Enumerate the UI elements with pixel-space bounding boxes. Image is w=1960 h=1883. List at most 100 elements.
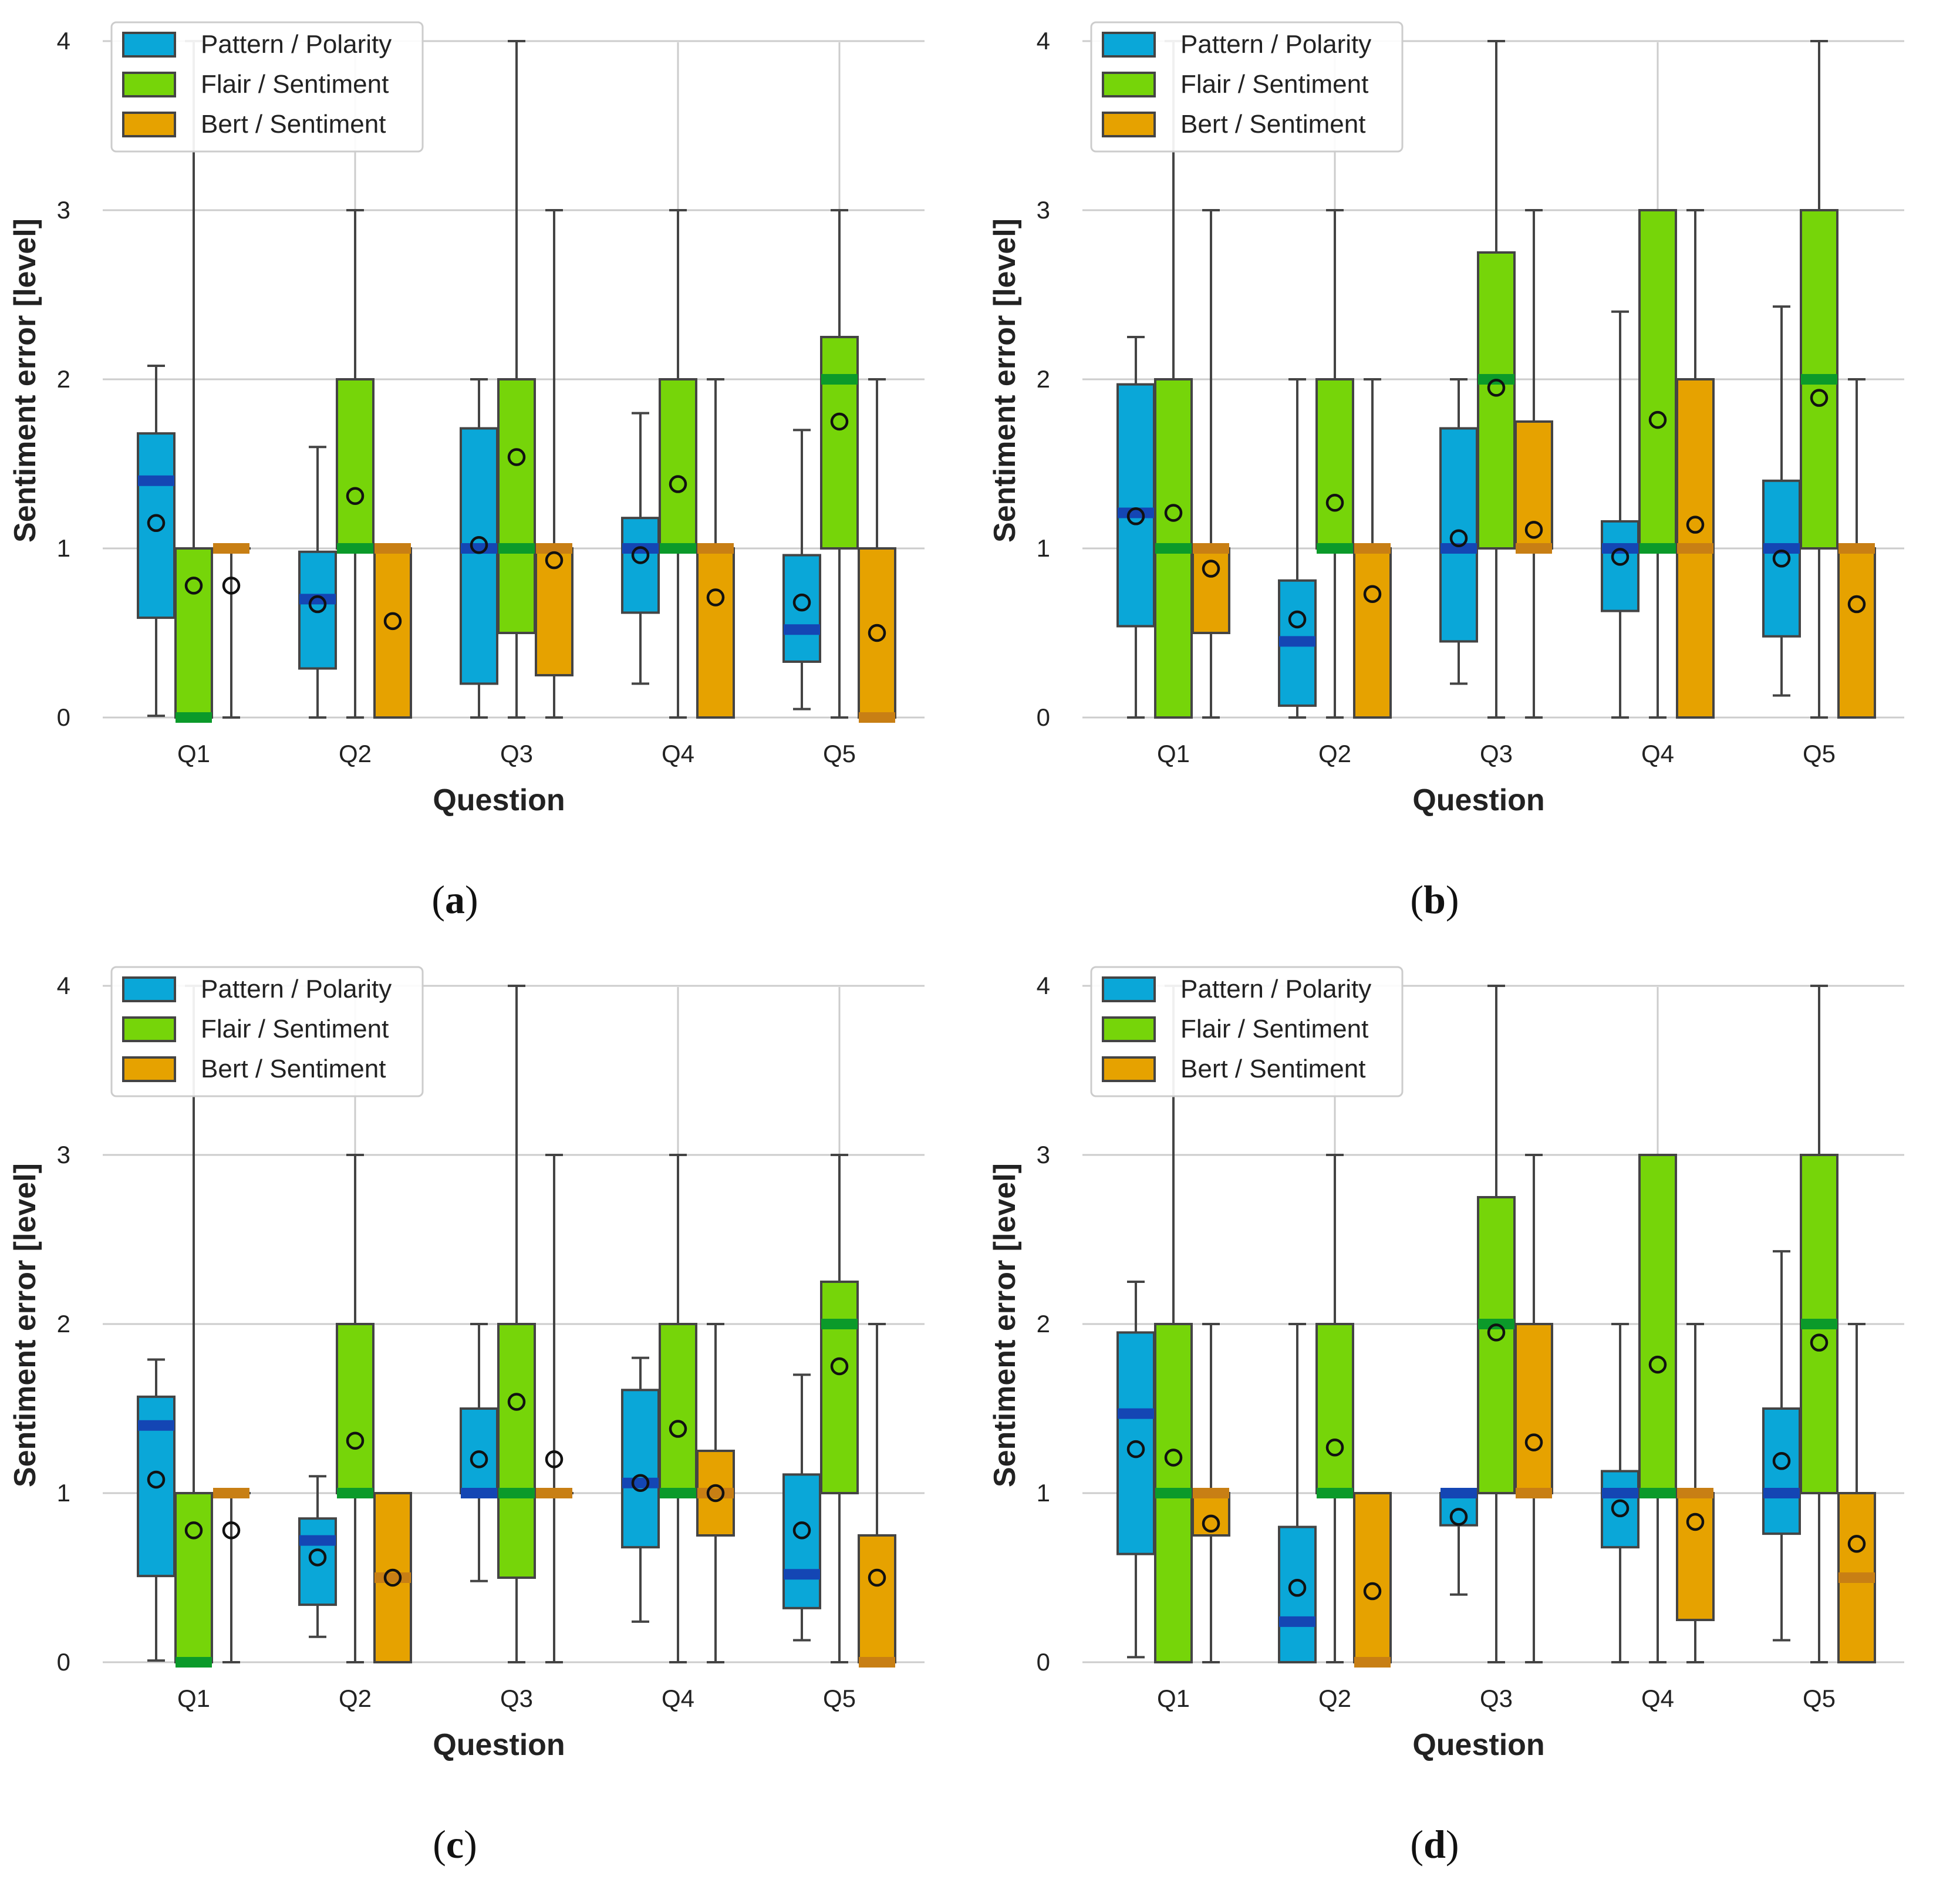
box-bert-sentiment-q3	[1516, 210, 1552, 718]
x-axis-title: Question	[433, 783, 565, 817]
x-tick-label: Q4	[662, 1685, 694, 1712]
box-pattern-polarity-q2	[299, 1476, 336, 1637]
y-tick-label: 4	[57, 972, 70, 999]
box-pattern-polarity-q2	[299, 447, 336, 718]
box-pattern-polarity-q3	[1441, 1493, 1477, 1595]
x-tick-label: Q5	[823, 740, 856, 767]
caption-paren-open: (	[431, 877, 445, 922]
box-flair-sentiment-q3	[498, 986, 535, 1662]
y-tick-label: 0	[57, 1648, 70, 1676]
box-body	[1516, 422, 1552, 548]
panel-caption: (a)	[431, 877, 478, 922]
x-tick-label: Q3	[500, 740, 533, 767]
box-bert-sentiment-q5	[859, 379, 895, 718]
panel-caption: (d)	[1410, 1822, 1459, 1867]
caption-letter: d	[1423, 1822, 1446, 1867]
box-body	[1602, 1471, 1638, 1548]
legend-swatch	[123, 978, 175, 1001]
box-flair-sentiment-q5	[1801, 41, 1837, 718]
y-tick-label: 4	[1037, 972, 1050, 999]
x-tick-label: Q4	[662, 740, 694, 767]
box-body	[1317, 379, 1353, 548]
legend-label: Pattern / Polarity	[201, 30, 392, 59]
box-body	[375, 548, 411, 718]
legend-label: Flair / Sentiment	[201, 70, 389, 99]
box-body	[821, 337, 858, 548]
box-flair-sentiment-q2	[1317, 210, 1353, 718]
box-body	[337, 1324, 373, 1493]
x-axis-title: Question	[1412, 783, 1544, 817]
legend-swatch	[1103, 1018, 1155, 1041]
caption-paren-close: )	[464, 1822, 477, 1867]
x-tick-label: Q1	[1157, 740, 1190, 767]
box-pattern-polarity-q4	[1602, 1324, 1638, 1662]
box-bert-sentiment-q2	[1354, 1493, 1391, 1662]
box-body	[1677, 1493, 1713, 1620]
x-tick-label: Q3	[1480, 740, 1513, 767]
x-tick-label: Q1	[1157, 1685, 1190, 1712]
legend-swatch	[123, 1057, 175, 1081]
legend-swatch	[123, 113, 175, 136]
box-bert-sentiment-q2	[375, 1493, 411, 1662]
legend-label: Bert / Sentiment	[201, 110, 386, 139]
y-axis-title: Sentiment error [level]	[988, 218, 1022, 543]
box-pattern-polarity-q5	[784, 430, 820, 709]
box-bert-sentiment-q1	[213, 1493, 249, 1662]
x-tick-label: Q2	[339, 740, 372, 767]
box-bert-sentiment-q2	[1354, 379, 1391, 718]
legend-label: Pattern / Polarity	[201, 975, 392, 1003]
box-body	[1639, 1155, 1676, 1493]
y-tick-label: 1	[1037, 534, 1050, 562]
box-flair-sentiment-q4	[1639, 1155, 1676, 1662]
y-tick-label: 3	[57, 196, 70, 224]
box-flair-sentiment-q3	[1478, 41, 1514, 718]
box-bert-sentiment-q3	[1516, 1155, 1552, 1662]
box-bert-sentiment-q3	[536, 210, 572, 718]
box-body	[1354, 548, 1391, 718]
box-body	[299, 552, 336, 669]
box-pattern-polarity-q1	[1118, 337, 1154, 718]
box-pattern-polarity-q5	[1763, 306, 1800, 695]
legend-label: Bert / Sentiment	[201, 1055, 386, 1083]
legend: Pattern / Polarity Flair / Sentiment Bert …	[112, 22, 423, 151]
panel-caption: (c)	[433, 1822, 477, 1867]
box-body	[138, 433, 174, 618]
legend-swatch	[123, 33, 175, 56]
box-flair-sentiment-q2	[337, 210, 373, 718]
box-body	[461, 429, 497, 684]
legend: Pattern / Polarity Flair / Sentiment Bert …	[112, 967, 423, 1096]
box-pattern-polarity-q5	[1763, 1251, 1800, 1640]
box-body	[859, 548, 895, 718]
x-tick-label: Q5	[1803, 1685, 1836, 1712]
legend-swatch	[1103, 73, 1155, 96]
box-bert-sentiment-q4	[697, 1324, 734, 1662]
box-body	[697, 548, 734, 718]
box-flair-sentiment-q5	[821, 210, 858, 718]
box-body	[1354, 1493, 1391, 1662]
box-pattern-polarity-q1	[138, 366, 174, 716]
box-bert-sentiment-q4	[697, 379, 734, 718]
box-pattern-polarity-q4	[1602, 312, 1638, 718]
box-body	[176, 1493, 212, 1662]
box-body	[1838, 548, 1875, 718]
box-pattern-polarity-q4	[622, 1358, 659, 1622]
x-axis-title: Question	[433, 1728, 565, 1762]
x-tick-label: Q1	[177, 1685, 210, 1712]
caption-paren-close: )	[1446, 877, 1459, 922]
box-body	[1118, 1332, 1154, 1554]
box-body	[660, 1324, 696, 1493]
caption-paren-close: )	[1446, 1822, 1459, 1867]
box-bert-sentiment-q5	[1838, 1324, 1875, 1662]
box-bert-sentiment-q4	[1677, 1324, 1713, 1662]
y-tick-label: 3	[57, 1141, 70, 1168]
y-axis-title: Sentiment error [level]	[8, 218, 42, 543]
x-tick-label: Q3	[500, 1685, 533, 1712]
box-body	[660, 379, 696, 548]
box-body	[1193, 1493, 1229, 1535]
legend-label: Flair / Sentiment	[201, 1015, 389, 1043]
y-tick-label: 0	[1037, 703, 1050, 731]
